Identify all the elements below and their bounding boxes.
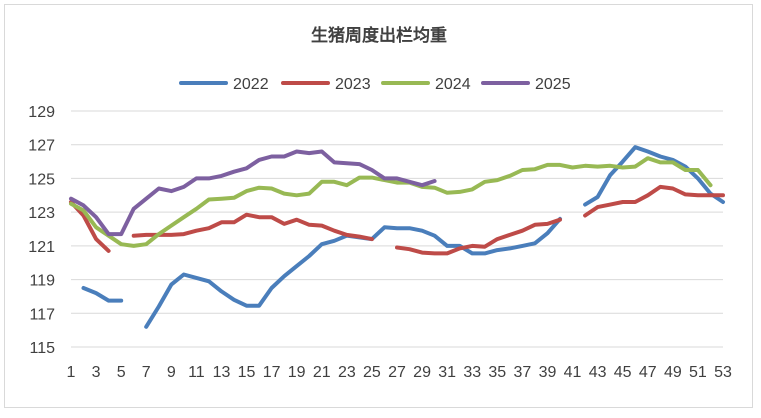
y-tick-label: 119	[29, 273, 55, 290]
x-axis-ticks: 1 3 5 7 9 11 13 15 17 19 21 23 25 27 29 31 33 35 37 39 41 43 4…	[67, 364, 732, 381]
x-tick-label: 49	[664, 364, 682, 381]
y-tick-label: 125	[28, 171, 55, 188]
legend-label-2022: 2022	[233, 76, 269, 93]
x-tick-label: 1	[67, 364, 76, 381]
x-tick-label: 37	[513, 364, 531, 381]
x-tick-label: 27	[388, 364, 406, 381]
x-tick-label: 23	[338, 364, 356, 381]
chart-title: 生猪周度出栏均重	[311, 25, 447, 46]
x-tick-label: 43	[589, 364, 607, 381]
legend-label-2023: 2023	[335, 76, 371, 93]
series-line-2022	[81, 145, 725, 329]
y-tick-label: 127	[28, 138, 55, 155]
x-tick-label: 11	[188, 364, 205, 381]
legend-label-2024: 2024	[435, 76, 471, 93]
y-tick-label: 115	[29, 340, 55, 357]
y-tick-label: 129	[28, 104, 55, 121]
x-tick-label: 41	[564, 364, 582, 381]
legend-label-2025: 2025	[535, 76, 571, 93]
series-lines	[69, 145, 725, 329]
line-chart: 生猪周度出栏均重 2022 2023 2024 2025 11511711912112…	[28, 25, 732, 381]
x-tick-label: 53	[714, 364, 732, 381]
y-tick-label: 123	[28, 205, 55, 222]
y-axis-ticks: 115 117 119 121 123 125 127 129	[28, 104, 55, 357]
chart-area: 生猪周度出栏均重 2022 2023 2024 2025 115 117 119 121 12…	[4, 4, 753, 408]
x-tick-label: 17	[263, 364, 281, 381]
x-tick-label: 45	[614, 364, 632, 381]
series-line-2025	[69, 149, 437, 237]
x-tick-label: 47	[639, 364, 657, 381]
x-tick-label: 3	[92, 364, 101, 381]
y-tick-label: 121	[28, 239, 55, 256]
y-tick-label: 117	[29, 306, 55, 323]
x-tick-label: 13	[213, 364, 231, 381]
x-tick-label: 29	[413, 364, 431, 381]
x-tick-label: 9	[167, 364, 176, 381]
x-tick-label: 15	[238, 364, 256, 381]
x-tick-label: 21	[313, 364, 331, 381]
x-tick-label: 19	[288, 364, 306, 381]
x-tick-label: 5	[117, 364, 126, 381]
series-line-2024	[69, 156, 713, 248]
x-tick-label: 39	[539, 364, 557, 381]
x-tick-label: 33	[463, 364, 481, 381]
x-tick-label: 35	[488, 364, 506, 381]
x-tick-label: 31	[438, 364, 456, 381]
legend: 2022 2023 2024 2025	[179, 76, 571, 93]
x-tick-label: 7	[142, 364, 151, 381]
x-tick-label: 51	[689, 364, 707, 381]
series-line-2023	[69, 184, 725, 256]
x-tick-label: 25	[363, 364, 381, 381]
